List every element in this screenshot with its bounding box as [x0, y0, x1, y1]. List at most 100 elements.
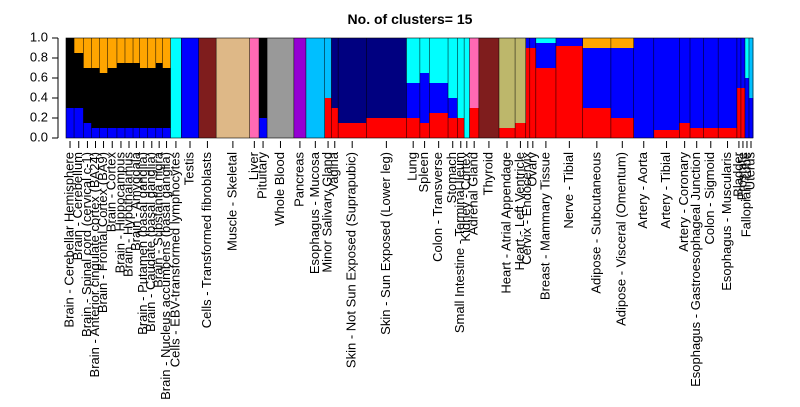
- cluster-segment: [74, 38, 84, 53]
- tissue-bar: [249, 38, 260, 138]
- cluster-segment: [170, 38, 182, 138]
- tissue-label: Minor Salivary Gland: [320, 152, 335, 273]
- cluster-segment: [162, 128, 171, 138]
- tissue-label: Pituitary: [254, 152, 269, 199]
- cluster-segment: [66, 38, 75, 108]
- cluster-segment: [133, 38, 141, 63]
- cluster-segment: [155, 38, 163, 63]
- cluster-segment: [83, 38, 92, 68]
- tissue-label: Artery - Tibial: [658, 152, 673, 229]
- tissue-label: Adipose - Subcutaneous: [588, 152, 603, 294]
- cluster-segment: [653, 38, 680, 130]
- cluster-segment: [338, 38, 367, 123]
- cluster-segment: [515, 38, 527, 123]
- cluster-segment: [429, 113, 449, 138]
- y-tick-label: 0.6: [30, 69, 48, 84]
- cluster-segment: [736, 88, 742, 138]
- tissue-label: Muscle - Skeletal: [224, 152, 239, 251]
- cluster-segment: [124, 38, 134, 63]
- cluster-segment: [116, 63, 126, 128]
- tissue-label: Esophagus - Mucosa: [307, 151, 322, 274]
- tissue-bar: [515, 38, 527, 138]
- y-axis: 0.0 0.2 0.4 0.6 0.8 1.0: [30, 29, 59, 144]
- cluster-segment: [99, 128, 108, 138]
- cluster-segment: [133, 63, 141, 128]
- cluster-segment: [633, 38, 655, 138]
- tissue-bar: [633, 38, 655, 138]
- cluster-segment: [406, 38, 421, 83]
- tissue-bar: [124, 38, 134, 138]
- tissue-label: Ovary: [524, 152, 539, 187]
- tissue-bar: [736, 38, 742, 138]
- tissue-label: Vagina: [326, 151, 341, 191]
- tissue-label: Stomach: [444, 152, 459, 203]
- cluster-segment: [679, 123, 691, 138]
- cluster-segment: [448, 98, 458, 118]
- tissue-label: Pancreas: [291, 152, 306, 207]
- cluster-segment: [610, 118, 635, 138]
- tissue-bar: [305, 38, 326, 138]
- tissue-bar: [429, 38, 449, 138]
- cluster-segment: [155, 63, 163, 128]
- tissue-bar: [139, 38, 149, 138]
- cluster-segment: [267, 38, 295, 138]
- cluster-segment: [139, 38, 149, 68]
- tissue-bar: [653, 38, 680, 138]
- tissue-bar: [457, 38, 465, 138]
- y-tick-label: 0.0: [30, 129, 48, 144]
- tissue-label: Prostate: [734, 152, 749, 200]
- cluster-segment: [147, 68, 157, 128]
- cluster-segment: [155, 128, 163, 138]
- tissue-label: Brain - Hippocampus: [112, 152, 127, 274]
- plot-area: [65, 37, 754, 139]
- tissue-bar: [162, 38, 171, 138]
- tissue-label: Skin - Not Sun Exposed (Suprapubic): [344, 152, 359, 368]
- cluster-segment: [703, 38, 719, 128]
- y-tick-label: 0.4: [30, 89, 48, 104]
- cluster-segment: [91, 68, 100, 128]
- tissue-bar: [99, 38, 108, 138]
- cluster-segment: [91, 38, 100, 68]
- tissue-label: Brain - Anterior cingulate cortex (BA24): [87, 152, 102, 377]
- cluster-segment: [582, 108, 612, 138]
- tissue-bar: [406, 38, 421, 138]
- cluster-segment: [107, 68, 118, 128]
- cluster-segment: [690, 128, 704, 138]
- cluster-segment: [305, 38, 326, 138]
- tissue-bar: [91, 38, 100, 138]
- cluster-segment: [448, 38, 458, 98]
- tissue-label: Adrenal Gland: [466, 152, 481, 235]
- cluster-segment: [744, 78, 750, 138]
- tissue-bar: [748, 38, 754, 138]
- cluster-segment: [535, 38, 557, 43]
- tissue-label: Small Intestine - Terminal Ileum: [452, 152, 467, 333]
- cluster-segment: [324, 98, 332, 138]
- cluster-segment: [740, 38, 746, 88]
- tissue-bar: [74, 38, 84, 138]
- tissue-bar: [703, 38, 719, 138]
- cluster-segment: [582, 38, 612, 48]
- cluster-segment: [582, 48, 612, 108]
- tissue-bar: [155, 38, 163, 138]
- cluster-segment: [610, 48, 635, 118]
- tissue-label: Brain - Nucleus accumbens (basal ganglia…: [158, 152, 173, 400]
- tissue-bar: [478, 38, 500, 138]
- cluster-segment: [464, 38, 470, 138]
- cluster-segment: [293, 38, 307, 138]
- cluster-segment: [478, 38, 500, 138]
- plot-frame: [65, 37, 754, 139]
- cluster-segment: [555, 46, 584, 138]
- tissue-bar: [267, 38, 295, 138]
- tissue-bar: [338, 38, 367, 138]
- cluster-segment: [498, 128, 516, 138]
- tissue-label: Fallopian Tube: [738, 152, 753, 237]
- tissue-label: Brain - Caudate (basal ganglia): [143, 152, 158, 332]
- tissue-label: Brain - Spinal cord (cervical c-1): [79, 152, 94, 337]
- cluster-segment: [74, 108, 84, 138]
- tissue-bar: [170, 38, 182, 138]
- tissue-label: Brain - Cortex: [104, 152, 119, 233]
- y-tick-label: 1.0: [30, 29, 48, 44]
- cluster-segment: [740, 88, 746, 138]
- cluster-segment: [703, 128, 719, 138]
- cluster-segment: [366, 38, 407, 118]
